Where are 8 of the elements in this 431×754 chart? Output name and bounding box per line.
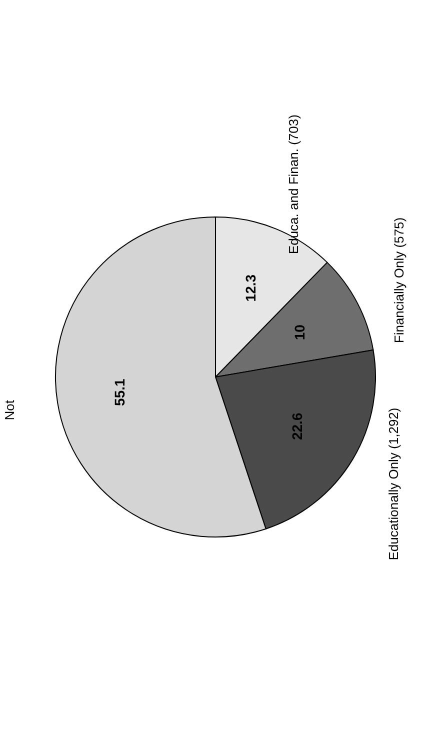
data-label: 55.1	[112, 378, 128, 406]
data-label: 10	[291, 324, 308, 340]
slice-label: Educa. and Finan. (703)	[286, 114, 301, 254]
slice-label: Educationally Only (1,292)	[386, 408, 401, 560]
slice-label: Financially Only (575)	[392, 217, 407, 344]
slice-label: Not	[2, 400, 18, 420]
data-label: 22.6	[288, 412, 305, 440]
data-label: 12.3	[242, 274, 259, 302]
